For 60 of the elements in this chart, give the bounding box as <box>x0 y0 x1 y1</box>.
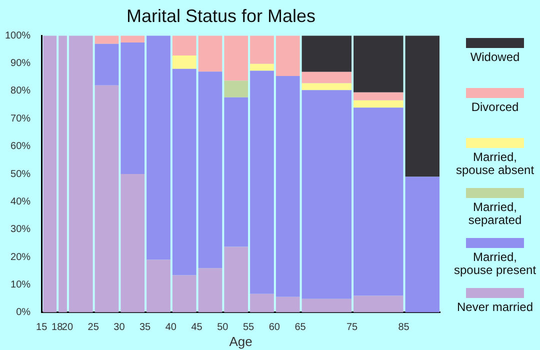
chart-title: Marital Status for Males <box>126 6 316 26</box>
y-tick-label: 50% <box>10 168 31 180</box>
bar <box>250 294 274 312</box>
bar <box>198 36 222 72</box>
x-tick-label: 25 <box>88 322 100 334</box>
legend-label: Married, spouse present <box>453 250 537 277</box>
x-tick-label: 65 <box>294 322 306 334</box>
x-tick-label: 20 <box>62 322 74 334</box>
y-tick-label: 70% <box>10 113 31 124</box>
x-tick-label: 60 <box>268 322 280 334</box>
x-tick-label: 15 <box>36 322 48 334</box>
bar <box>224 36 248 81</box>
y-tick-label: 40% <box>10 196 31 208</box>
bar <box>94 85 119 312</box>
x-tick-label: 40 <box>165 322 177 334</box>
bar <box>198 72 222 268</box>
bar <box>198 268 222 312</box>
y-tick-label: 80% <box>10 86 31 97</box>
bar <box>224 80 248 98</box>
x-tick-label: 75 <box>346 322 358 334</box>
bar <box>146 260 170 312</box>
y-tick-label: 90% <box>10 58 31 70</box>
bar <box>94 44 119 86</box>
bar <box>224 97 248 247</box>
y-tick-label: 30% <box>10 224 31 236</box>
x-tick-label: 18 <box>52 322 64 334</box>
bar <box>250 36 274 64</box>
bar <box>120 174 145 312</box>
legend-label: Never married <box>456 300 534 314</box>
legend-label: Married, spouse absent <box>454 150 536 177</box>
y-tick-label: 20% <box>10 252 31 263</box>
bar <box>276 36 300 76</box>
bar <box>94 36 119 44</box>
y-tick-label: 100% <box>5 30 31 42</box>
bar <box>250 70 274 294</box>
bar <box>120 42 145 174</box>
y-tick-label: 10% <box>10 279 31 290</box>
y-tick-label: 0% <box>16 307 31 318</box>
bar <box>68 36 93 312</box>
x-axis-title: Age <box>229 334 252 349</box>
x-tick-label: 85 <box>398 322 410 334</box>
bar <box>172 68 196 276</box>
legend-label: Divorced <box>470 100 520 114</box>
x-tick-label: 30 <box>114 322 126 334</box>
bar <box>146 36 170 260</box>
bar <box>120 36 145 43</box>
bar <box>354 36 404 92</box>
bar <box>276 296 300 312</box>
bar <box>224 246 248 312</box>
x-tick-label: 50 <box>217 322 229 334</box>
bar <box>276 76 300 297</box>
legend-label: Widowed <box>469 50 521 64</box>
legend-label: Married, separated <box>467 200 523 227</box>
bar <box>302 36 352 72</box>
bar <box>172 36 196 56</box>
bar <box>172 275 196 312</box>
x-tick-label: 35 <box>140 322 152 334</box>
x-tick-label: 45 <box>191 322 203 334</box>
x-tick-label: 55 <box>242 322 255 334</box>
y-tick-label: 60% <box>10 141 31 152</box>
